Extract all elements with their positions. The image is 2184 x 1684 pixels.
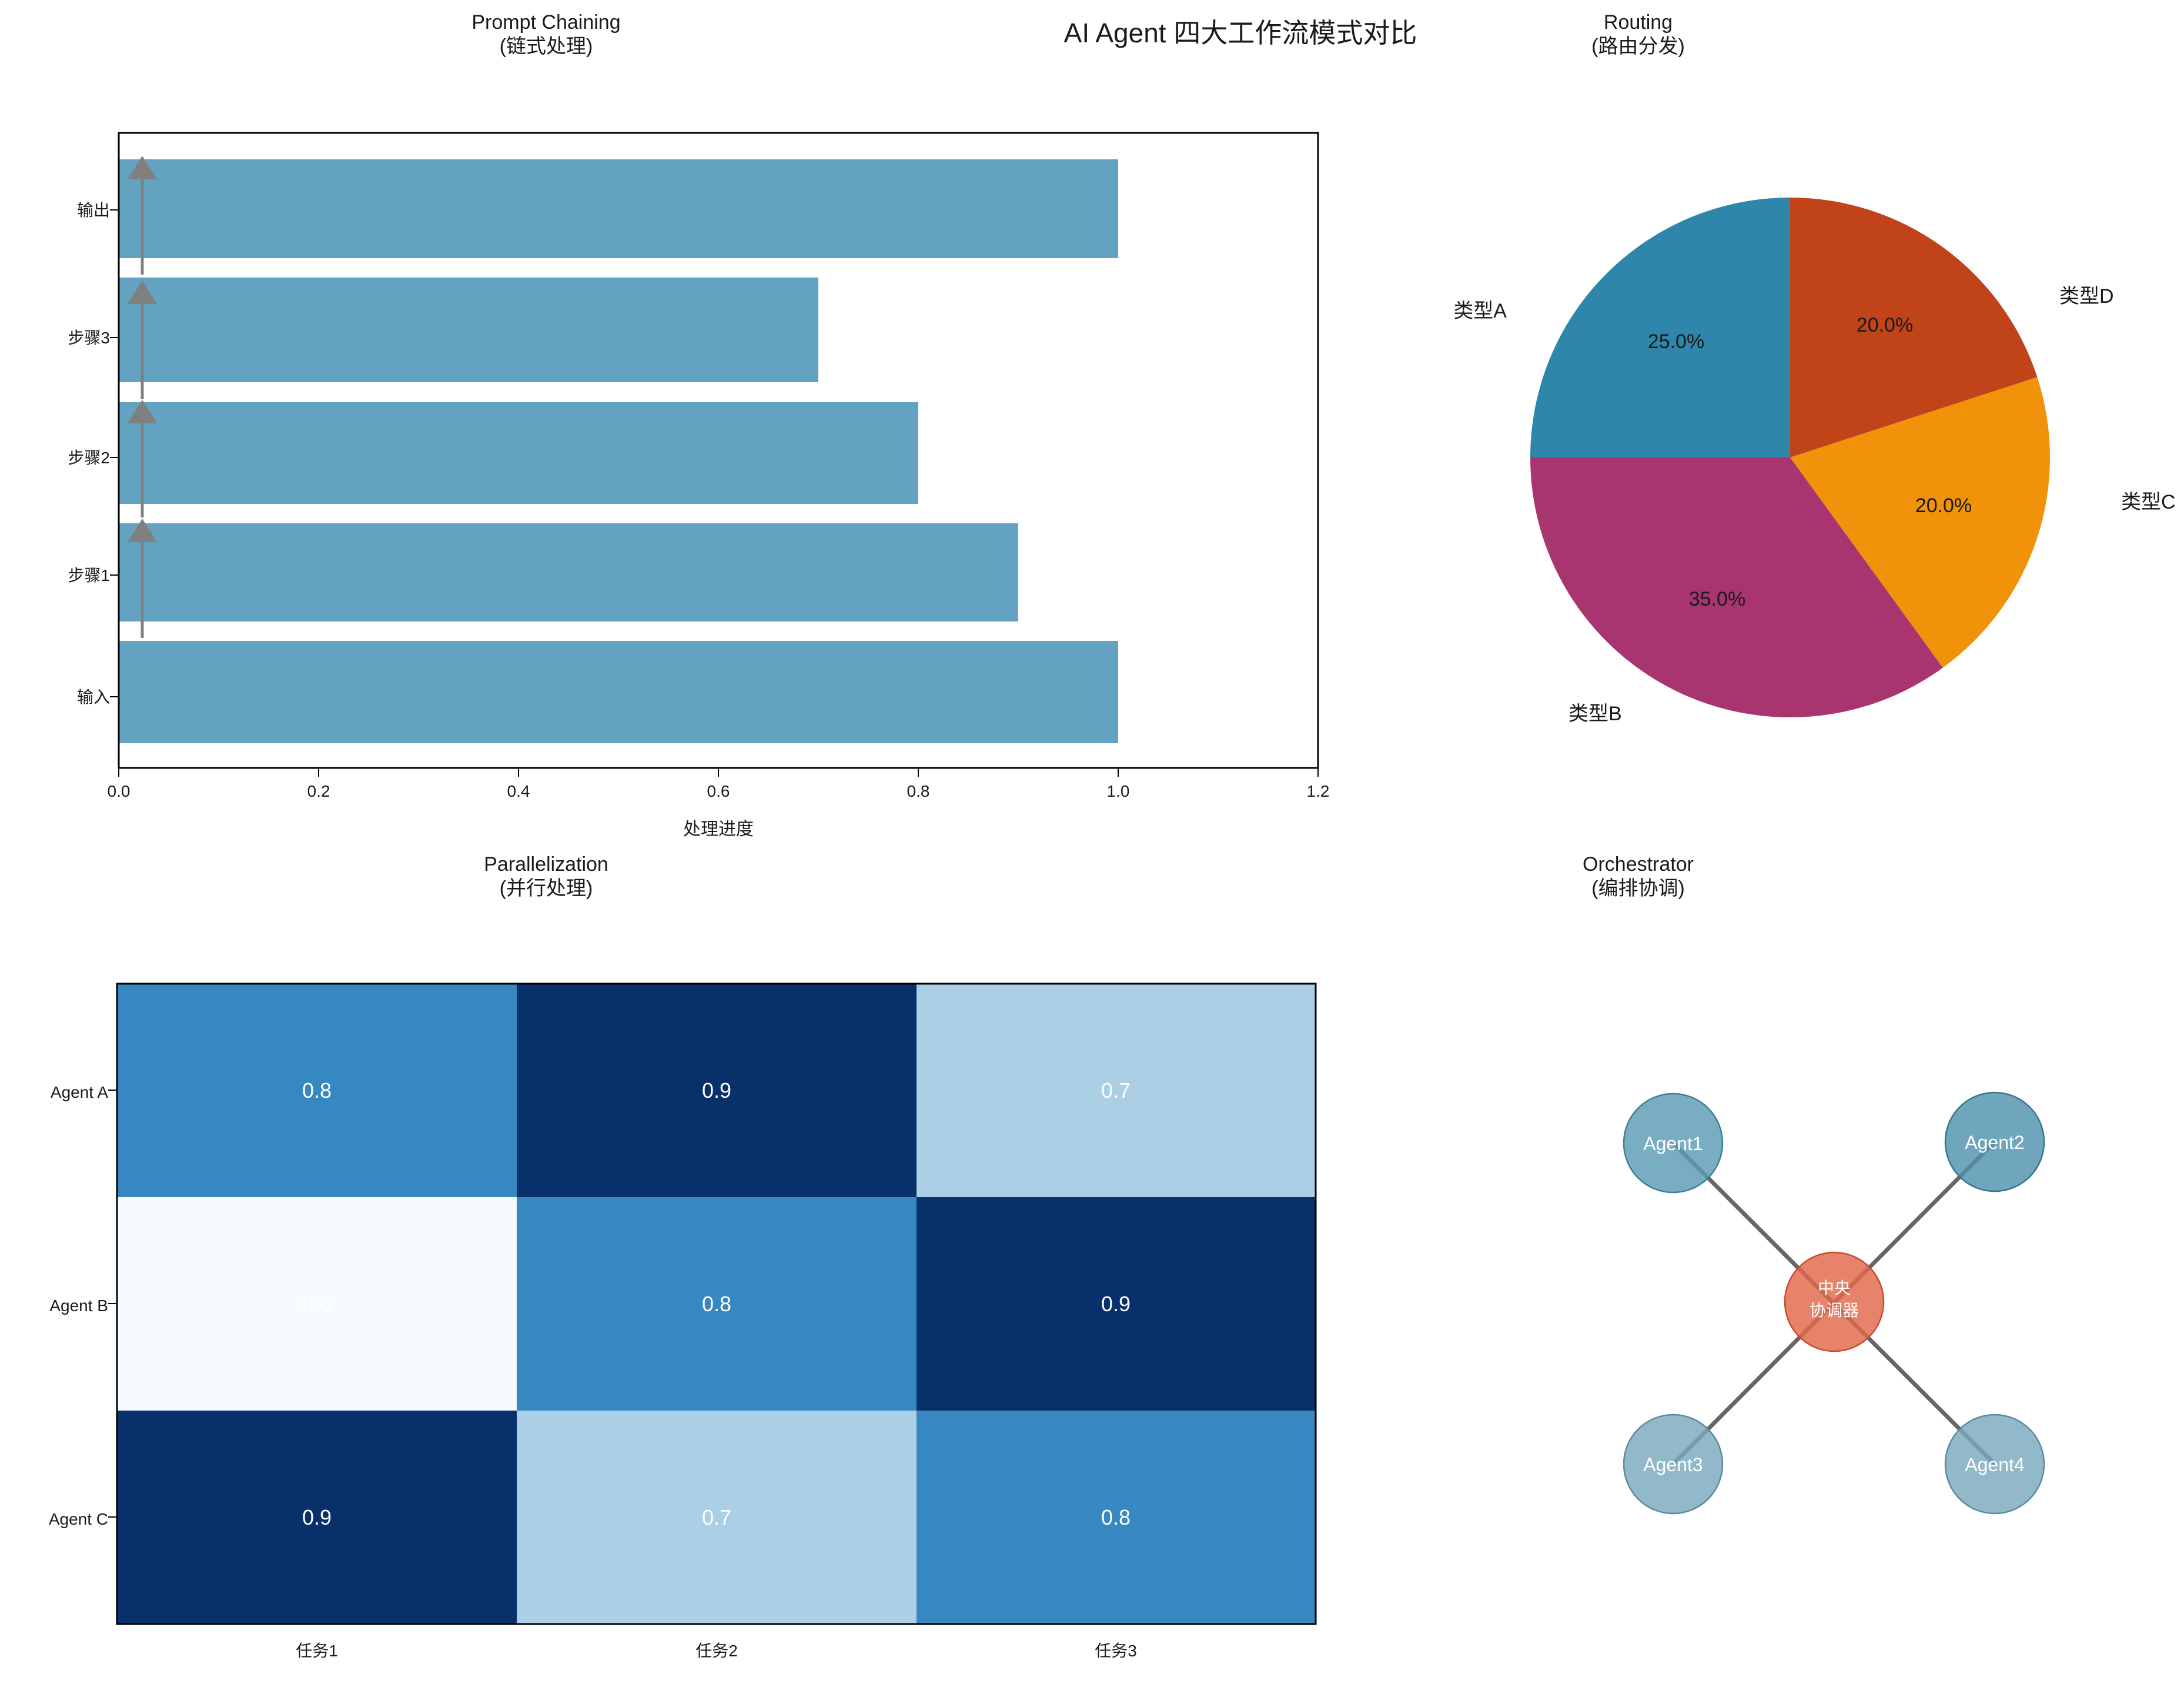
svg-text:Agent3: Agent3 [1643, 1454, 1703, 1475]
svg-text:0.6: 0.6 [707, 782, 730, 800]
svg-text:0.0: 0.0 [108, 782, 131, 800]
svg-text:0.9: 0.9 [702, 1078, 731, 1102]
svg-text:25.0%: 25.0% [1648, 330, 1704, 353]
svg-text:0.8: 0.8 [702, 1292, 731, 1316]
svg-text:20.0%: 20.0% [1915, 494, 1972, 517]
svg-text:Agent B: Agent B [49, 1297, 108, 1315]
svg-text:20.0%: 20.0% [1857, 314, 1913, 336]
svg-text:步骤2: 步骤2 [68, 449, 110, 467]
svg-text:0.8: 0.8 [302, 1078, 332, 1102]
svg-text:Agent1: Agent1 [1643, 1133, 1703, 1154]
svg-text:35.0%: 35.0% [1689, 588, 1745, 610]
svg-text:类型C: 类型C [2121, 491, 2176, 513]
svg-text:Agent4: Agent4 [1965, 1454, 2024, 1475]
svg-text:协调器: 协调器 [1810, 1301, 1859, 1319]
svg-text:处理进度: 处理进度 [683, 820, 754, 839]
svg-text:0.2: 0.2 [307, 782, 330, 800]
svg-text:输入: 输入 [77, 688, 110, 706]
svg-text:类型D: 类型D [2059, 285, 2114, 308]
svg-text:任务1: 任务1 [296, 1642, 338, 1660]
svg-text:Agent A: Agent A [51, 1083, 108, 1101]
svg-text:类型B: 类型B [1568, 703, 1622, 725]
svg-text:0.4: 0.4 [507, 782, 530, 800]
svg-text:中央: 中央 [1818, 1279, 1851, 1297]
svg-text:0.7: 0.7 [702, 1505, 731, 1529]
svg-text:步骤3: 步骤3 [68, 329, 110, 347]
svg-text:0.6: 0.6 [302, 1292, 332, 1316]
svg-text:任务2: 任务2 [695, 1642, 738, 1660]
svg-text:0.8: 0.8 [907, 782, 930, 800]
svg-text:步骤1: 步骤1 [68, 566, 110, 584]
svg-text:类型A: 类型A [1453, 300, 1507, 322]
svg-text:输出: 输出 [77, 201, 110, 219]
svg-text:Agent2: Agent2 [1965, 1132, 2024, 1153]
svg-text:Agent C: Agent C [49, 1510, 108, 1528]
svg-text:0.9: 0.9 [302, 1505, 332, 1529]
